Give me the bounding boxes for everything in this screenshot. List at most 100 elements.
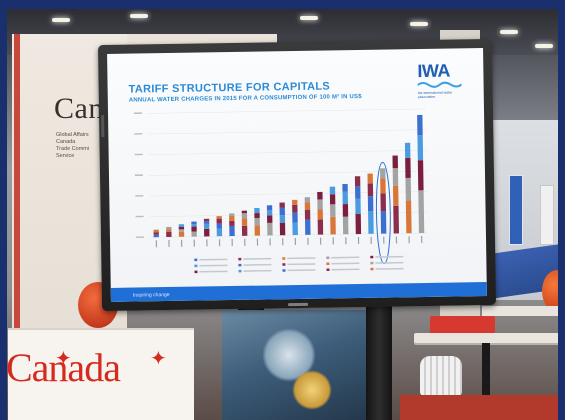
- legend-swatch: [194, 270, 198, 274]
- bar-segment: [317, 199, 323, 210]
- bar-segment: [380, 168, 386, 179]
- bar-segment: [355, 213, 362, 235]
- bar-segment: [380, 178, 386, 194]
- bar-segment: [266, 205, 273, 211]
- bar-segment: [279, 202, 285, 208]
- bar-segment: [241, 213, 248, 219]
- bar-segment: [166, 229, 172, 233]
- bar-segment: [380, 193, 387, 212]
- bar-segment: [229, 213, 235, 216]
- legend-swatch: [282, 263, 286, 266]
- legend-swatch: [370, 255, 374, 259]
- tv-monitor: TARIFF STRUCTURE FOR CAPITALS ANNUAL WAT…: [97, 38, 497, 312]
- bar-segment: [178, 231, 185, 237]
- bar-segment: [317, 191, 323, 200]
- bar-segment: [354, 176, 361, 187]
- bar-segment: [404, 142, 411, 158]
- bar-segment: [418, 190, 425, 234]
- legend-entry: [375, 267, 404, 270]
- stand-poster: [222, 310, 366, 420]
- bar-segment: [368, 211, 374, 234]
- x-tick-label: [193, 239, 195, 247]
- bar-segment: [380, 210, 387, 234]
- x-tick-label: [319, 237, 322, 245]
- bar-segment: [241, 210, 248, 214]
- bar-segment: [304, 202, 311, 210]
- x-tick-label: [168, 240, 170, 248]
- x-tick-label: [357, 237, 360, 245]
- bar-segment: [191, 224, 197, 227]
- bar-segment: [203, 218, 210, 222]
- bar-segment: [204, 228, 210, 237]
- bar-segment: [203, 223, 210, 229]
- ceiling-light: [130, 14, 148, 18]
- y-tick-label: [135, 195, 144, 197]
- ceiling-light: [410, 22, 428, 26]
- legend-swatch: [194, 264, 198, 268]
- tv-brand-logo: [288, 302, 309, 307]
- bar-segment: [153, 229, 159, 233]
- x-tick-label: [206, 239, 208, 247]
- chart-gridline: [148, 108, 426, 114]
- bar-segment: [342, 191, 348, 205]
- bar-segment: [330, 204, 336, 217]
- booth-sub-line: Global Affairs: [56, 132, 89, 138]
- bar-segment: [216, 218, 222, 224]
- tv-stand-post: [366, 305, 392, 420]
- legend-swatch: [370, 267, 374, 271]
- bar-segment: [417, 114, 423, 136]
- bar-segment: [292, 199, 298, 205]
- bar-segment: [229, 215, 235, 222]
- bar-segment: [178, 229, 185, 232]
- bar-segment: [292, 222, 298, 236]
- legend-swatch: [238, 269, 242, 273]
- bar-segment: [216, 228, 223, 237]
- bar-segment: [317, 209, 323, 220]
- legend-swatch: [194, 258, 198, 262]
- legend-swatch: [282, 257, 286, 260]
- side-table-top: [482, 306, 558, 316]
- bar-segment: [304, 209, 311, 220]
- bar-segment: [405, 200, 412, 234]
- legend-swatch: [370, 261, 374, 265]
- round-table-top: [414, 333, 565, 343]
- legend-entry: [287, 257, 316, 260]
- bar-segment: [279, 207, 285, 216]
- legend-entry: [199, 270, 228, 273]
- bar-segment: [342, 216, 349, 235]
- bar-segment: [191, 231, 197, 237]
- bar-segment: [279, 222, 286, 236]
- bar-segment: [191, 226, 197, 232]
- bar-segment: [166, 231, 172, 238]
- wave-icon: [417, 81, 462, 88]
- legend-swatch: [238, 257, 242, 261]
- kiosk-banner: [509, 175, 523, 245]
- y-tick-label: [134, 153, 143, 156]
- bar-segment: [178, 226, 185, 230]
- bar-segment: [254, 212, 260, 219]
- counter-canada-logo: Canada: [6, 345, 121, 390]
- legend-entry: [243, 269, 272, 272]
- x-tick-label: [155, 240, 158, 248]
- bar-segment: [330, 216, 336, 235]
- bar-segment: [279, 215, 286, 223]
- white-chair: [420, 356, 462, 396]
- legend-entry: [287, 269, 316, 272]
- bar-segment: [304, 197, 311, 203]
- y-tick-label: [133, 112, 143, 114]
- ceiling-light: [300, 16, 318, 20]
- legend-entry: [375, 255, 404, 258]
- bar-segment: [392, 155, 398, 169]
- x-tick-label: [294, 238, 297, 246]
- red-floor: [400, 395, 558, 420]
- booth-counter: [8, 328, 194, 420]
- legend-entry: [331, 262, 360, 265]
- booth-sub-line: Trade Commi: [56, 146, 90, 152]
- y-tick-label: [134, 133, 143, 135]
- x-tick-label: [180, 239, 183, 247]
- water-tariff-chart: [133, 108, 428, 274]
- bar-segment: [254, 225, 261, 236]
- x-tick-label: [282, 238, 284, 246]
- x-tick-label: [256, 238, 259, 246]
- ceiling-light: [535, 44, 553, 48]
